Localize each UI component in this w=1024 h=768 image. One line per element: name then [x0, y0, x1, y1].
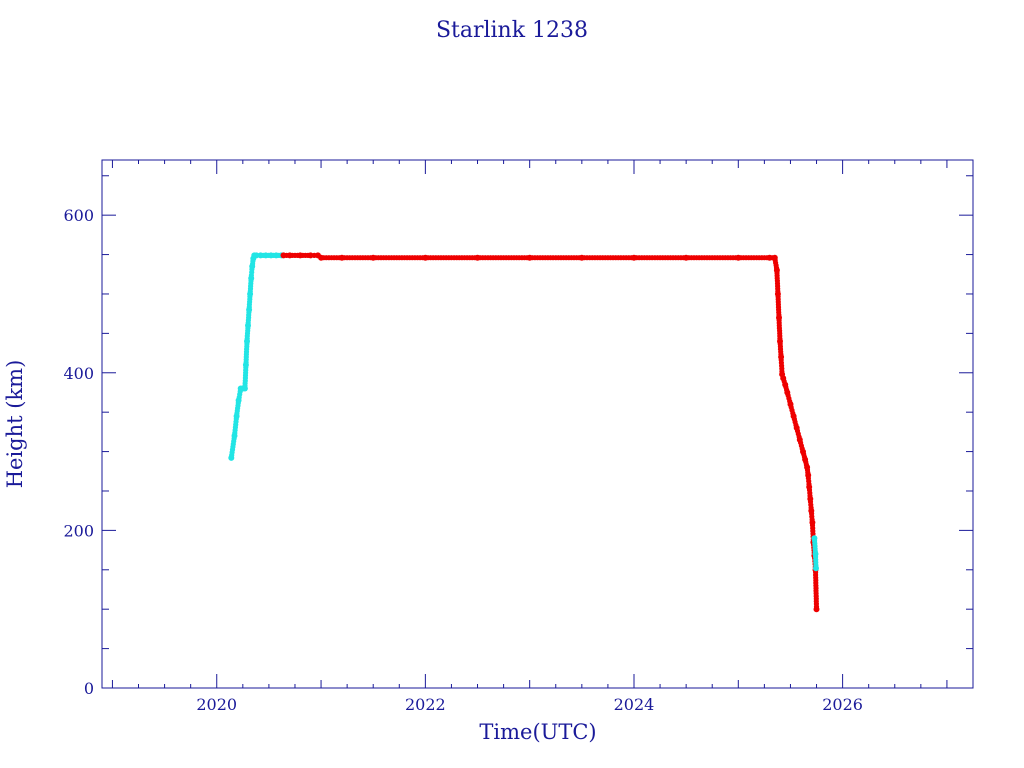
plot-frame — [101, 159, 974, 689]
chart-title: Starlink 1238 — [436, 18, 588, 43]
y-tick-label: 600 — [63, 206, 94, 225]
data-point — [307, 252, 314, 259]
y-tick-label: 0 — [84, 679, 94, 698]
x-tick-label: 2020 — [196, 695, 237, 714]
data-point — [253, 252, 260, 259]
data-point — [813, 565, 819, 572]
series-connector-line — [230, 254, 817, 610]
x-axis-label: Time(UTC) — [479, 720, 596, 744]
series-cyan — [811, 535, 819, 572]
y-axis-label: Height (km) — [3, 360, 27, 489]
y-tick-label: 400 — [63, 364, 94, 383]
x-tick-label: 2022 — [405, 695, 446, 714]
y-axis-ticks: 0 200 400 600 — [63, 175, 973, 698]
series-red — [280, 252, 820, 613]
y-tick-label: 200 — [63, 521, 94, 540]
x-tick-label: 2026 — [822, 695, 863, 714]
plot-marks — [228, 252, 820, 613]
series-cyan — [228, 252, 285, 461]
x-tick-label: 2024 — [614, 695, 655, 714]
data-point — [813, 606, 820, 613]
x-axis-ticks: 2020 2022 2024 2026 — [111, 160, 974, 714]
